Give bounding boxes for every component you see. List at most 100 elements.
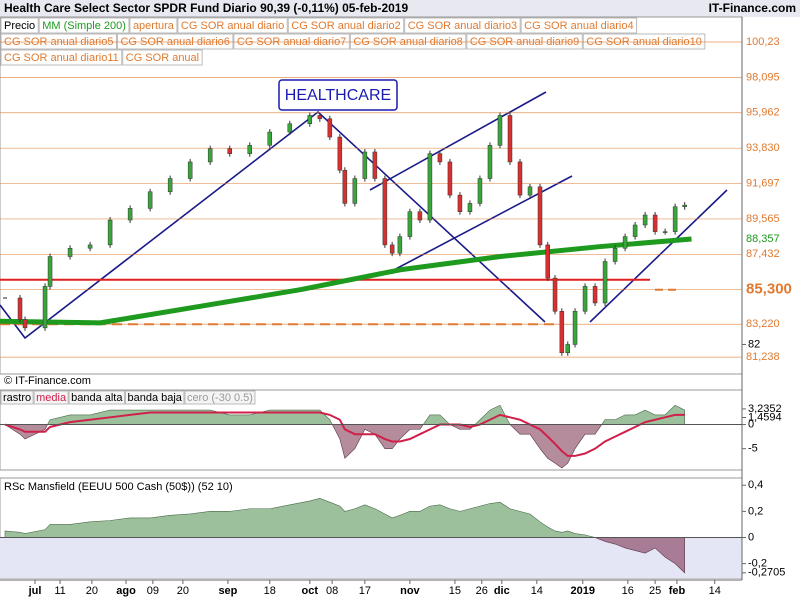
ma-label: 88,357	[746, 233, 780, 245]
x-tick-label: 14	[531, 585, 543, 597]
x-tick-label: nov	[400, 585, 420, 597]
candle	[457, 194, 463, 212]
x-tick-label: 18	[264, 585, 276, 597]
candle	[352, 178, 358, 204]
level-label-box	[743, 247, 799, 262]
candle	[582, 286, 588, 312]
legend-tab-box	[0, 49, 123, 66]
legend-tab-box	[0, 17, 39, 34]
candle	[247, 145, 253, 154]
legend-tab: Precio	[0, 17, 39, 34]
area-negative	[5, 425, 602, 469]
header-title: Health Care Select Sector SPDR Fund Diar…	[4, 1, 408, 15]
level-label-box	[743, 317, 799, 332]
legend-tab-box	[520, 17, 638, 34]
x-tick-label: 2019	[571, 585, 595, 597]
candle	[362, 151, 368, 179]
candle	[592, 286, 598, 304]
legend-tab: apertura	[129, 17, 178, 34]
legend-tab-label: CG SOR anual diario2	[291, 20, 400, 32]
y-tick-label: 3,2352	[748, 403, 782, 415]
candle	[672, 206, 678, 232]
osc-legend: banda alta	[68, 390, 125, 405]
x-tick-label: 11	[54, 585, 65, 597]
level-label-box	[743, 350, 799, 365]
level-label: 85,300	[746, 281, 792, 298]
level-label-box	[743, 105, 799, 120]
level-label: 91,697	[746, 177, 780, 189]
legend-tab-box	[349, 33, 467, 50]
legend-tab-box	[582, 33, 706, 50]
candle	[407, 211, 413, 237]
candle	[417, 211, 423, 221]
x-tick-label: 15	[449, 585, 461, 597]
level-label: 93,830	[746, 142, 780, 154]
y-tick-label: 1,4594	[748, 411, 782, 423]
candle	[167, 178, 173, 193]
annotation-box	[278, 79, 398, 111]
rsc-title: RSc Mansfield (EEUU 500 Cash (50$)) (52 …	[4, 481, 233, 493]
line-series	[4, 411, 685, 457]
legend-tab: CG SOR anual	[122, 49, 203, 66]
level-label-box	[743, 176, 799, 191]
level-label: 87,432	[746, 248, 780, 260]
candle	[87, 244, 93, 249]
candle	[267, 131, 273, 146]
x-tick-label: 14	[709, 585, 721, 597]
legend-tab: CG SOR anual diario6	[116, 33, 234, 50]
legend-tab-box	[287, 17, 405, 34]
legend-tab-label: CG SOR anual diario11	[4, 52, 119, 64]
legend-tab-box	[404, 17, 521, 34]
x-tick-label: 26	[476, 585, 488, 597]
candle	[342, 169, 348, 204]
candle	[207, 148, 213, 163]
x-tick-label: 25	[649, 585, 661, 597]
legend-tab: CG SOR anual diario10	[582, 33, 706, 50]
y-tick-label: 0	[748, 418, 754, 430]
y-tick-label: 0	[748, 531, 754, 543]
candle	[397, 236, 403, 254]
level-label-box	[743, 211, 799, 226]
osc-legend: media	[33, 390, 69, 405]
y-tick-label: -0,2	[748, 558, 767, 570]
candle	[682, 204, 687, 207]
legend-tab: MM (Simple 200)	[38, 17, 130, 34]
candle	[622, 236, 628, 249]
legend-tab: CG SOR anual diario	[177, 17, 288, 34]
level-label-box	[743, 141, 799, 156]
price-panel	[0, 16, 743, 375]
legend-tab: CG SOR anual diario8	[349, 33, 467, 50]
candle	[527, 186, 533, 196]
legend-tab-box	[122, 49, 203, 66]
x-tick-label: ago	[116, 585, 136, 597]
moving-average	[0, 236, 692, 326]
level-label: 95,962	[746, 107, 780, 119]
candle	[372, 151, 378, 179]
legend-tab-label: CG SOR anual diario4	[524, 20, 633, 32]
osc-legend-label: rastro	[3, 392, 31, 404]
osc-legend-box	[0, 390, 34, 405]
osc-legend-box	[124, 390, 185, 405]
legend-tab-label: apertura	[133, 20, 175, 32]
x-tick-label: 08	[326, 585, 338, 597]
legend-tab-box	[0, 33, 117, 50]
x-tick-label: 16	[622, 585, 634, 597]
level-label: 98,095	[746, 71, 780, 83]
candle	[47, 256, 53, 287]
area-positive	[3, 404, 685, 425]
y-tick-label: -5	[748, 443, 758, 455]
y-tick-label: 0,4	[748, 479, 763, 491]
candle	[552, 277, 558, 312]
candle	[632, 224, 638, 237]
legend-tab-box	[116, 33, 234, 50]
candle	[427, 153, 433, 221]
legend-tab-label: CG SOR anual diario	[181, 20, 284, 32]
candle	[67, 247, 73, 257]
x-tick-label: dic	[494, 585, 510, 597]
candle	[559, 311, 565, 354]
candle	[382, 178, 388, 246]
candle	[612, 247, 618, 262]
osc-legend-label: banda alta	[71, 392, 123, 404]
level-label: 81,238	[746, 351, 780, 363]
